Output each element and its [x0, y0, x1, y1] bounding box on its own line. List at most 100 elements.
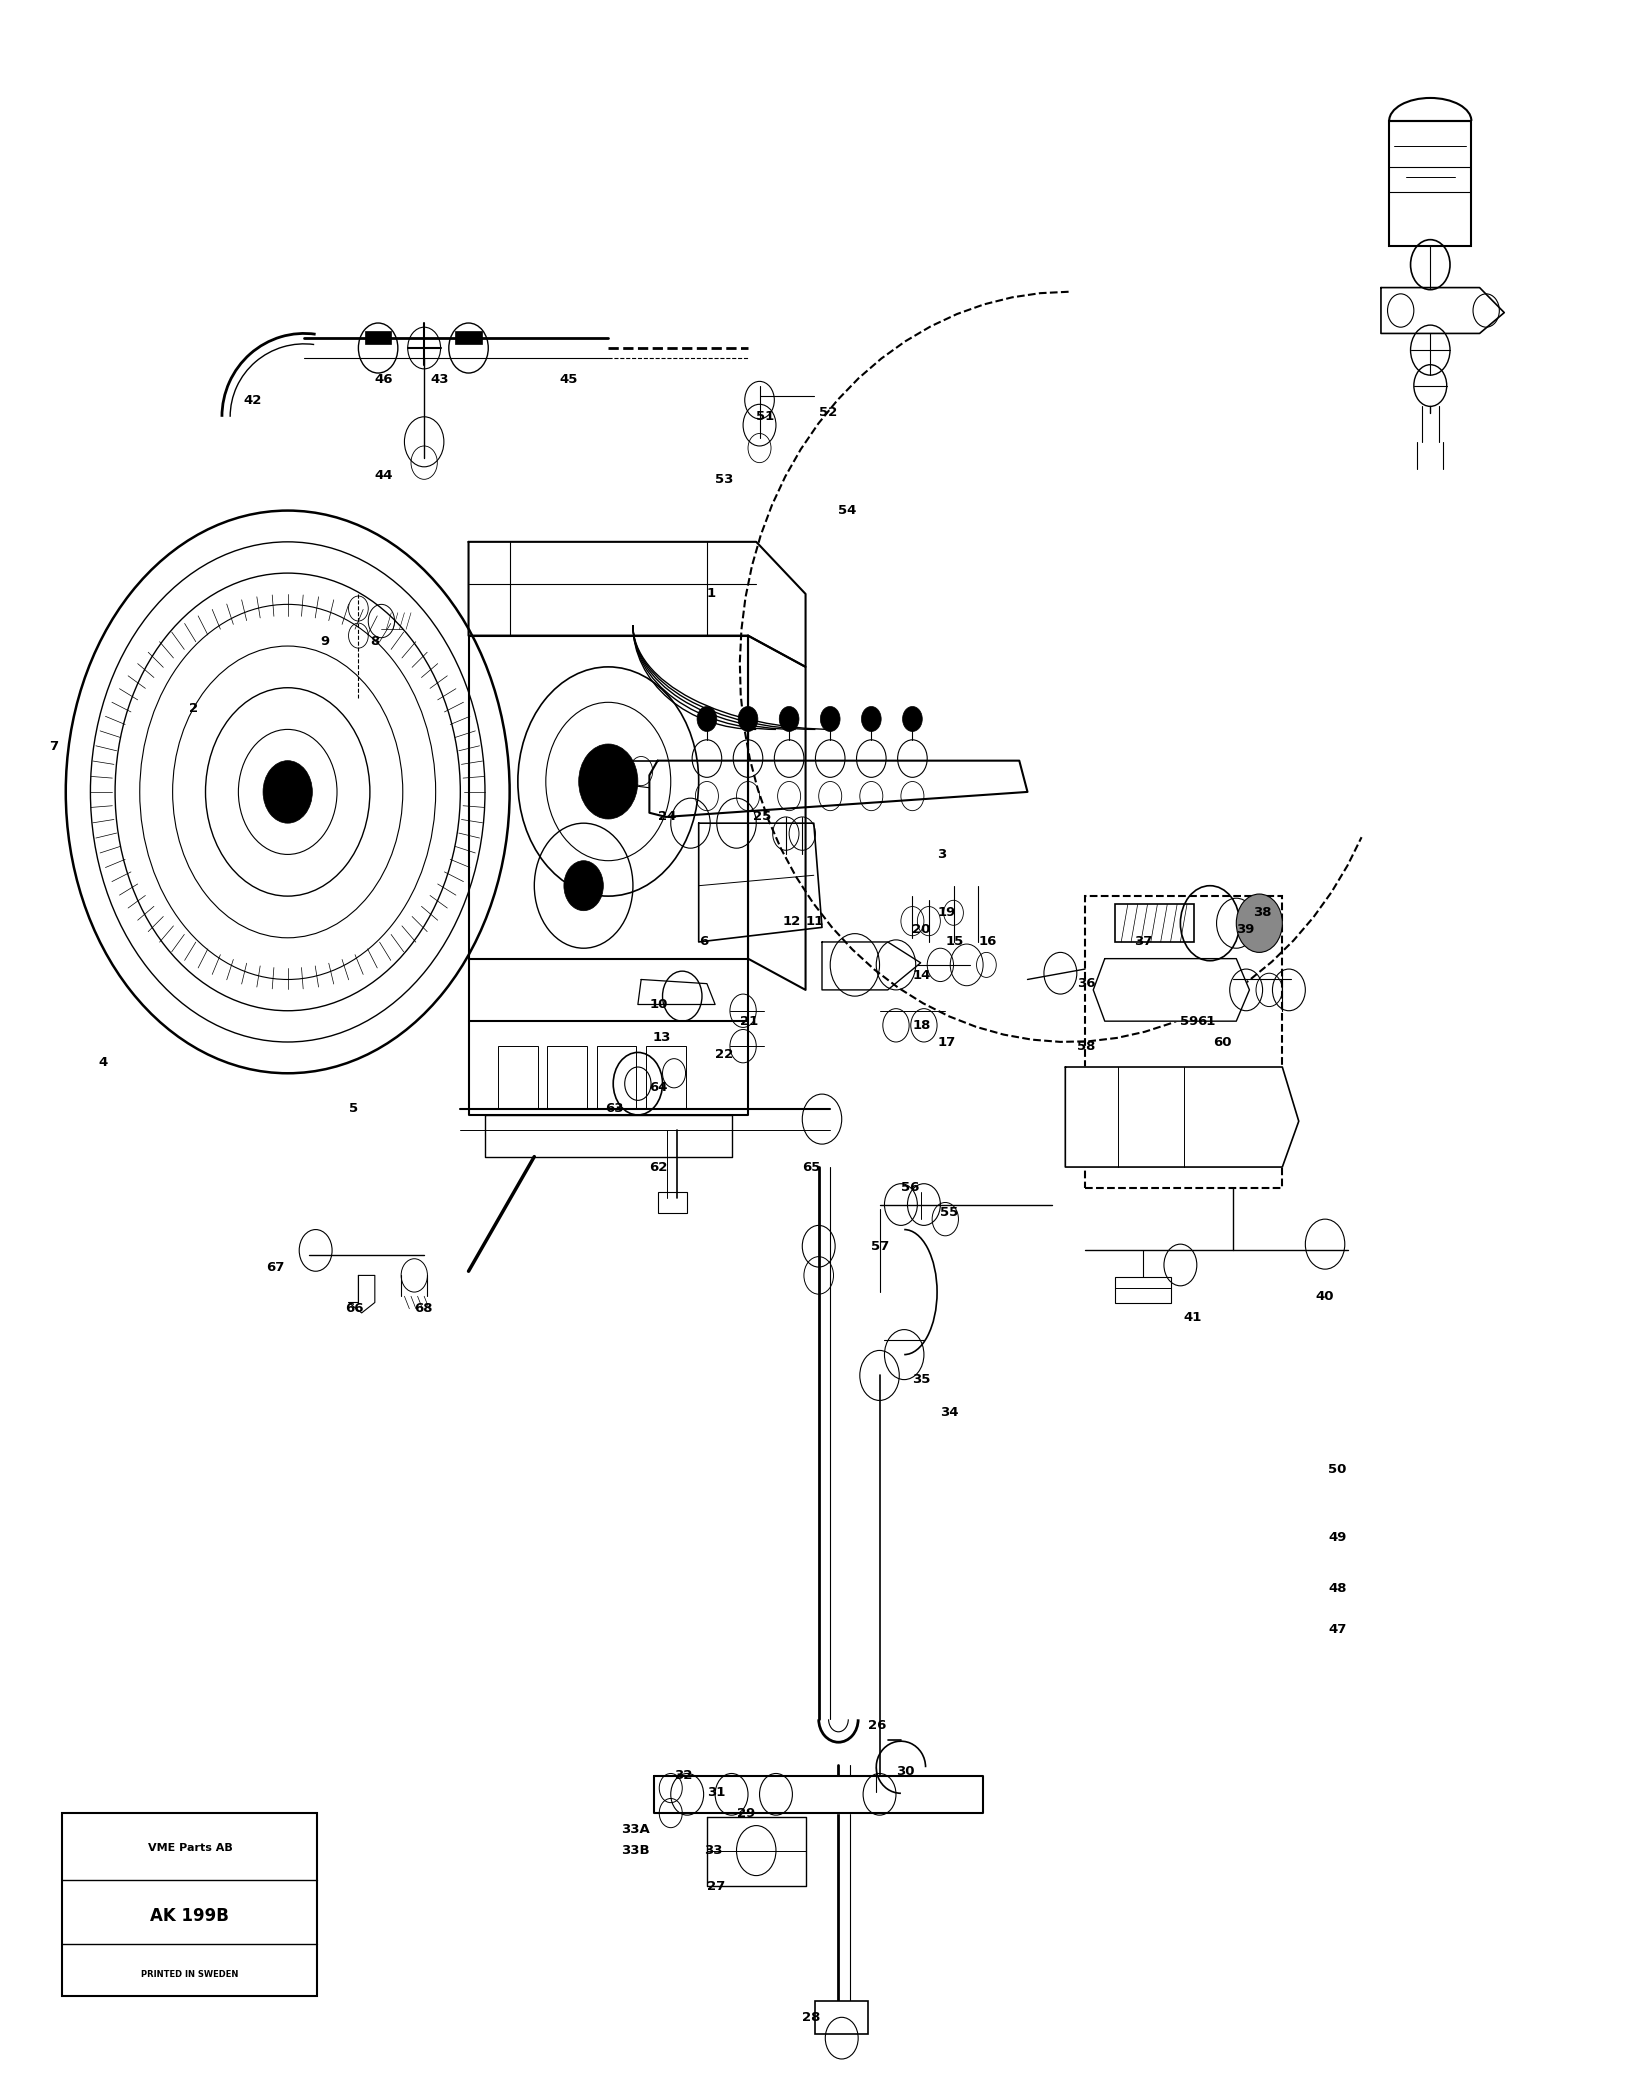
Text: 33: 33	[704, 1844, 722, 1857]
Text: 35: 35	[912, 1373, 931, 1386]
Text: 40: 40	[1315, 1290, 1333, 1302]
Text: 25: 25	[753, 811, 771, 823]
Bar	[658, 1192, 687, 1213]
Text: 8: 8	[370, 636, 380, 648]
Text: 66: 66	[345, 1302, 363, 1315]
Text: 15: 15	[945, 936, 963, 948]
Text: AK 199B: AK 199B	[151, 1907, 229, 1926]
Text: 38: 38	[1253, 907, 1271, 919]
Text: 31: 31	[707, 1786, 725, 1798]
Text: 1: 1	[707, 588, 717, 600]
Text: 36: 36	[1077, 977, 1095, 990]
Text: 50: 50	[1328, 1463, 1346, 1475]
Text: 22: 22	[715, 1048, 733, 1061]
Text: 44: 44	[375, 469, 393, 481]
Text: 60: 60	[1213, 1036, 1231, 1048]
Bar	[1085, 896, 1282, 1188]
Text: 18: 18	[912, 1019, 931, 1032]
Circle shape	[861, 706, 881, 731]
Text: 52: 52	[819, 406, 837, 419]
Text: 54: 54	[838, 504, 857, 517]
Text: 14: 14	[912, 969, 931, 982]
Text: 32: 32	[674, 1769, 692, 1782]
Text: 58: 58	[1077, 1040, 1095, 1052]
Text: 19: 19	[937, 907, 955, 919]
Text: 11: 11	[806, 915, 824, 927]
Text: 5: 5	[349, 1102, 358, 1115]
Text: 67: 67	[266, 1261, 284, 1273]
Circle shape	[738, 706, 758, 731]
Text: PRINTED IN SWEDEN: PRINTED IN SWEDEN	[141, 1969, 238, 1980]
Polygon shape	[1093, 959, 1249, 1021]
Text: 12: 12	[783, 915, 801, 927]
Bar	[1389, 121, 1471, 246]
Bar	[815, 2001, 868, 2034]
Circle shape	[263, 761, 312, 823]
Text: 29: 29	[737, 1807, 755, 1819]
Bar	[62, 1813, 317, 1996]
Text: 2: 2	[189, 702, 199, 715]
Text: 47: 47	[1328, 1623, 1346, 1636]
Polygon shape	[1065, 1067, 1299, 1167]
Circle shape	[903, 706, 922, 731]
Text: 20: 20	[912, 923, 931, 936]
Text: 28: 28	[802, 2011, 820, 2024]
Text: 26: 26	[868, 1719, 886, 1732]
Text: 17: 17	[937, 1036, 955, 1048]
Bar	[365, 331, 391, 344]
Bar	[498, 1046, 538, 1109]
Bar	[646, 1046, 686, 1109]
Text: 61: 61	[1197, 1015, 1215, 1027]
Circle shape	[1236, 894, 1282, 952]
Text: 55: 55	[940, 1207, 958, 1219]
Text: 27: 27	[707, 1880, 725, 1892]
Text: 16: 16	[978, 936, 996, 948]
Text: 33A: 33A	[621, 1824, 649, 1836]
Text: 10: 10	[649, 998, 667, 1011]
Circle shape	[697, 706, 717, 731]
Text: 51: 51	[756, 411, 774, 423]
Text: 33B: 33B	[621, 1844, 649, 1857]
Text: 13: 13	[653, 1032, 671, 1044]
Bar	[597, 1046, 636, 1109]
Text: 45: 45	[559, 373, 577, 386]
Text: 41: 41	[1184, 1311, 1202, 1323]
Text: 42: 42	[243, 394, 261, 406]
Text: VME Parts AB: VME Parts AB	[148, 1842, 232, 1853]
Text: 63: 63	[605, 1102, 623, 1115]
Text: 48: 48	[1328, 1582, 1346, 1594]
Text: 39: 39	[1236, 923, 1254, 936]
Text: 34: 34	[940, 1407, 958, 1419]
Text: 59: 59	[1180, 1015, 1198, 1027]
Bar	[1115, 904, 1194, 942]
Text: 43: 43	[431, 373, 449, 386]
Text: 46: 46	[375, 373, 393, 386]
Circle shape	[564, 861, 603, 911]
Text: 7: 7	[49, 740, 59, 752]
Text: 21: 21	[740, 1015, 758, 1027]
Text: 57: 57	[871, 1240, 889, 1252]
Bar	[547, 1046, 587, 1109]
Text: 30: 30	[896, 1765, 914, 1778]
Circle shape	[579, 744, 638, 819]
Text: 68: 68	[414, 1302, 432, 1315]
Text: 9: 9	[321, 636, 330, 648]
Polygon shape	[1381, 288, 1504, 333]
Text: 53: 53	[715, 473, 733, 486]
Text: 62: 62	[649, 1161, 667, 1173]
Text: 56: 56	[901, 1182, 919, 1194]
Polygon shape	[707, 1817, 806, 1886]
Text: 4: 4	[99, 1057, 109, 1069]
Text: 37: 37	[1134, 936, 1152, 948]
Bar	[1115, 1277, 1171, 1302]
Polygon shape	[654, 1776, 983, 1813]
Text: 64: 64	[649, 1082, 667, 1094]
Text: 49: 49	[1328, 1532, 1346, 1544]
Text: 3: 3	[937, 848, 947, 861]
Text: 6: 6	[699, 936, 709, 948]
Text: 65: 65	[802, 1161, 820, 1173]
Circle shape	[820, 706, 840, 731]
Circle shape	[779, 706, 799, 731]
Bar	[455, 331, 482, 344]
Text: 24: 24	[658, 811, 676, 823]
